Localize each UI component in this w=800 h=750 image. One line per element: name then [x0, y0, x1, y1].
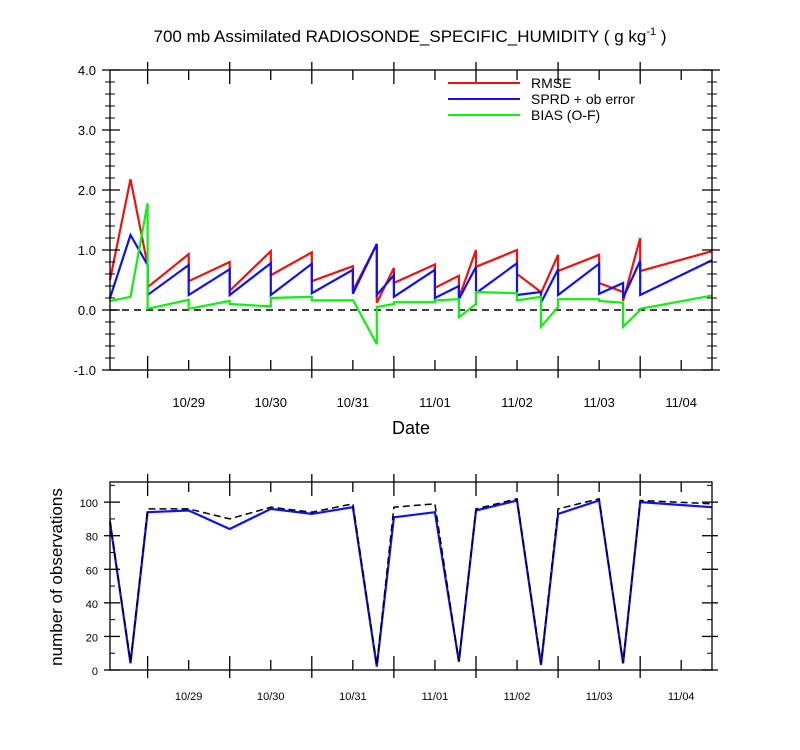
bottom-series-line-0	[108, 499, 713, 667]
top-x-tick-label: 10/29	[172, 395, 205, 410]
legend-item: BIAS (O-F)	[448, 107, 600, 123]
top-x-tick-label: 11/01	[419, 395, 451, 410]
top-x-axis-label: Date	[392, 418, 430, 438]
bottom-x-tick-label: 11/02	[504, 691, 531, 703]
bottom-y-tick-label: 60	[86, 565, 98, 577]
chart-title: 700 mb Assimilated RADIOSONDE_SPECIFIC_H…	[154, 26, 667, 46]
bottom-plot-area: 0 20 40 60 80 100 10/29 10/30 10/31 11/01 11/02 11/…	[80, 474, 718, 703]
top-x-tick-label: 10/31	[337, 395, 370, 410]
bottom-x-tick-label: 10/30	[257, 691, 285, 703]
bottom-x-tick-label: 11/03	[586, 691, 613, 703]
bottom-y-axis-label: number of observations	[47, 488, 66, 666]
bottom-x-tick-label: 11/01	[422, 691, 449, 703]
top-y-tick-label: 4.0	[78, 63, 96, 78]
bottom-y-tick-label: 80	[86, 532, 98, 544]
bottom-x-tick-label: 10/29	[175, 691, 203, 703]
top-x-tick-label: 11/04	[665, 395, 697, 410]
bottom-y-tick-label: 0	[92, 666, 98, 678]
top-series-line-sprd-ob-error	[108, 232, 713, 304]
bottom-plot-frame	[109, 481, 713, 671]
top-series-line-rmse	[108, 178, 713, 304]
chart-title-superscript: -1	[646, 26, 656, 38]
top-x-tick-label: 11/02	[501, 395, 533, 410]
bottom-x-tick-label: 10/31	[339, 691, 367, 703]
bottom-y-tick-label: 40	[86, 599, 98, 611]
chart-title-main: 700 mb Assimilated RADIOSONDE_SPECIFIC_H…	[154, 27, 647, 46]
top-series-line-bias-o-f	[109, 203, 713, 345]
top-y-tick-label: 2.0	[78, 183, 96, 198]
legend-item: SPRD + ob error	[448, 91, 635, 107]
top-plot-frame	[109, 69, 713, 371]
legend-item: RMSE	[448, 75, 571, 91]
bottom-y-tick-label: 100	[80, 498, 98, 510]
chart-title-end: )	[656, 27, 666, 46]
legend-label: SPRD + ob error	[531, 91, 635, 107]
bottom-series-line-1	[109, 497, 713, 666]
top-y-tick-label: -1.0	[74, 363, 96, 378]
top-y-tick-label: 3.0	[78, 123, 96, 138]
bottom-y-tick-label: 20	[86, 632, 98, 644]
bottom-x-tick-label: 11/04	[668, 691, 695, 703]
top-y-tick-label: 1.0	[78, 243, 96, 258]
top-y-tick-label: 0.0	[78, 303, 96, 318]
top-x-tick-label: 11/03	[583, 395, 615, 410]
legend-label: RMSE	[531, 75, 571, 91]
top-plot-area: -1.0 0.0 1.0 2.0 3.0 4.0 10/29 10/30 10/31 11/01 1…	[74, 62, 720, 410]
top-x-tick-label: 10/30	[254, 395, 287, 410]
legend-label: BIAS (O-F)	[531, 107, 600, 123]
